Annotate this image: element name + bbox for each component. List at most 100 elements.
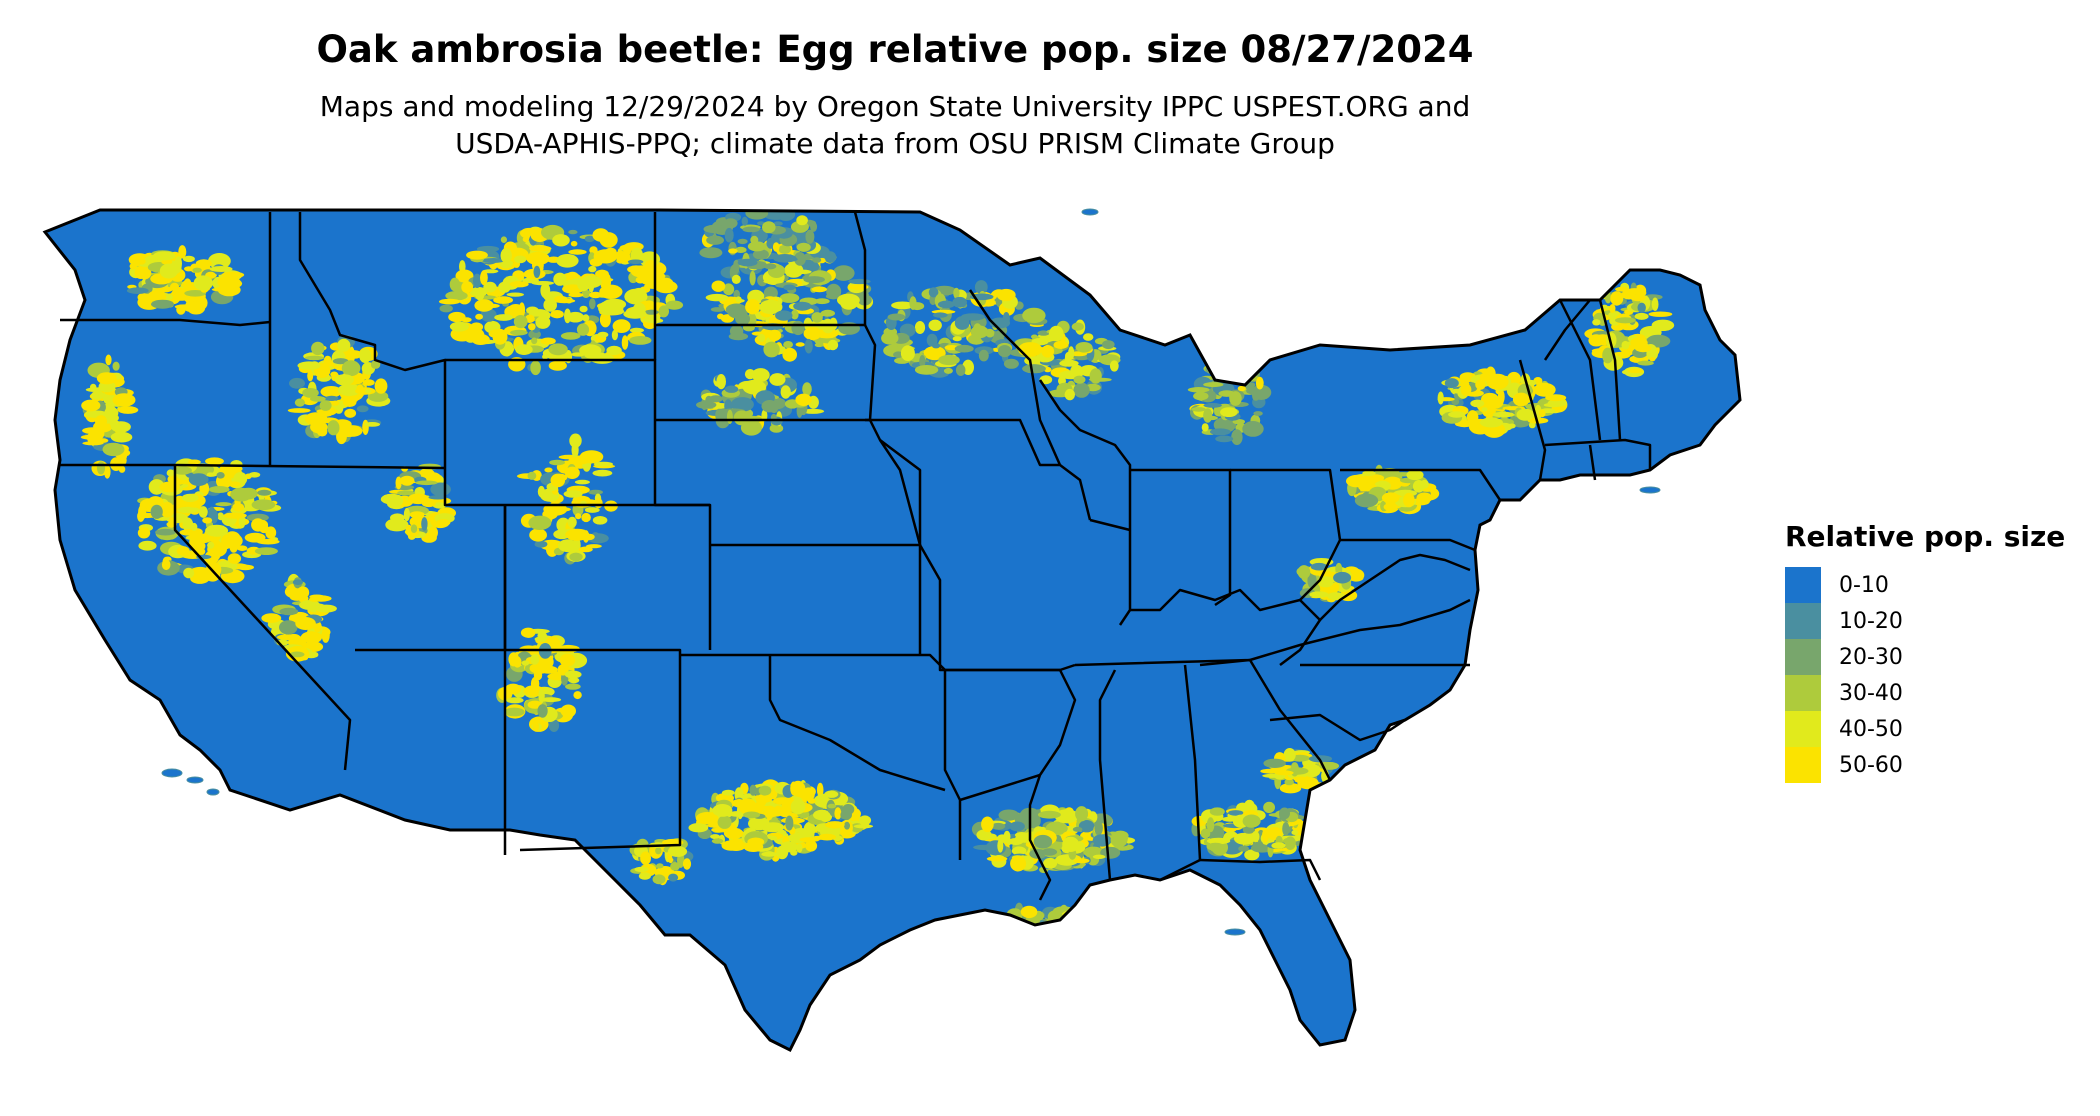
raster-patch [735, 296, 742, 303]
state-border [680, 653, 962, 860]
raster-patch [796, 215, 808, 226]
raster-patch [292, 579, 303, 585]
raster-patch [232, 503, 245, 512]
state-borders [60, 211, 1652, 901]
raster-patch [529, 528, 547, 542]
raster-patch [1235, 360, 1251, 371]
raster-patch [244, 532, 266, 543]
raster-patch [197, 296, 208, 310]
raster-patch [1210, 428, 1231, 436]
raster-patch [530, 360, 541, 376]
raster-patch [640, 851, 651, 865]
raster-patch [118, 465, 126, 473]
raster-patch [696, 400, 717, 409]
map-title: Oak ambrosia beetle: Egg relative pop. s… [316, 28, 1474, 71]
raster-patch [793, 301, 812, 311]
raster-patch [1049, 325, 1064, 342]
raster-patch [254, 547, 278, 555]
raster-patch [844, 821, 850, 830]
raster-patch [785, 815, 794, 831]
raster-patch [682, 858, 692, 870]
raster-patch [773, 221, 783, 226]
raster-patch [1064, 353, 1072, 367]
raster-patch [565, 683, 581, 690]
raster-patch [230, 487, 252, 502]
state-border [1130, 588, 1322, 666]
raster-patch [472, 273, 482, 288]
raster-patch [581, 289, 591, 298]
raster-patch [1242, 421, 1264, 437]
raster-patch [763, 279, 784, 284]
raster-patch [1381, 492, 1400, 504]
raster-patch [1193, 391, 1209, 401]
raster-patch [670, 862, 680, 871]
raster-patch [1022, 364, 1046, 374]
raster-patch [1362, 470, 1376, 477]
raster-patch [356, 405, 369, 413]
raster-patch [943, 367, 953, 374]
raster-patch [1039, 923, 1063, 935]
legend-label: 50-60 [1839, 752, 1903, 778]
raster-patch [1209, 807, 1225, 816]
raster-patch [295, 617, 316, 630]
raster-patch [594, 498, 603, 509]
raster-patch [1448, 411, 1466, 418]
raster-patch [1263, 801, 1275, 814]
raster-patch [612, 319, 631, 333]
raster-patch [853, 824, 874, 829]
raster-patch [1110, 832, 1128, 848]
raster-patch [1073, 382, 1090, 398]
raster-patch [723, 283, 735, 296]
raster-patch [337, 338, 351, 352]
raster-patch [544, 467, 553, 473]
state-border [1098, 669, 1117, 881]
raster-patch [527, 700, 543, 709]
raster-patch [510, 329, 528, 336]
raster-patch [638, 872, 652, 880]
raster-patch [1538, 384, 1555, 390]
raster-patch [952, 336, 962, 342]
raster-patch [621, 335, 629, 350]
raster-patch [818, 833, 836, 841]
raster-patch [302, 388, 319, 398]
raster-patch [1053, 340, 1069, 349]
raster-patch [1072, 826, 1083, 832]
raster-patch [304, 355, 325, 361]
island [1224, 928, 1246, 936]
raster-patch [1206, 842, 1225, 851]
raster-patch [1215, 365, 1230, 377]
raster-patch [772, 242, 780, 252]
raster-patch [227, 553, 242, 564]
raster-patch [568, 229, 578, 235]
state-border [1130, 468, 1232, 607]
raster-patch [498, 281, 511, 293]
raster-patch [407, 493, 429, 505]
raster-patch [824, 251, 837, 263]
raster-patch [791, 309, 799, 320]
raster-patch [205, 457, 224, 466]
raster-patch [579, 344, 602, 357]
raster-patch [567, 516, 577, 528]
raster-patch [998, 809, 1020, 821]
raster-patch [721, 789, 735, 796]
raster-patch [1651, 297, 1659, 311]
raster-patch [1020, 905, 1038, 919]
raster-patch [552, 234, 570, 247]
raster-patch [832, 265, 855, 281]
raster-patch [573, 691, 582, 700]
legend-swatch [1785, 639, 1821, 675]
raster-patch [531, 281, 555, 286]
us-outline [42, 208, 1742, 1053]
raster-patch [1041, 848, 1058, 856]
raster-patch [261, 613, 282, 623]
raster-patch [1614, 317, 1636, 324]
legend-swatch [1785, 747, 1821, 783]
raster-patch [812, 257, 822, 263]
raster-patch [724, 385, 739, 393]
raster-patch [1014, 928, 1029, 936]
raster-patch [761, 822, 785, 833]
raster-patch [221, 533, 243, 549]
raster-patch [1034, 931, 1053, 938]
state-border [968, 289, 1062, 466]
raster-patch [1651, 319, 1675, 331]
